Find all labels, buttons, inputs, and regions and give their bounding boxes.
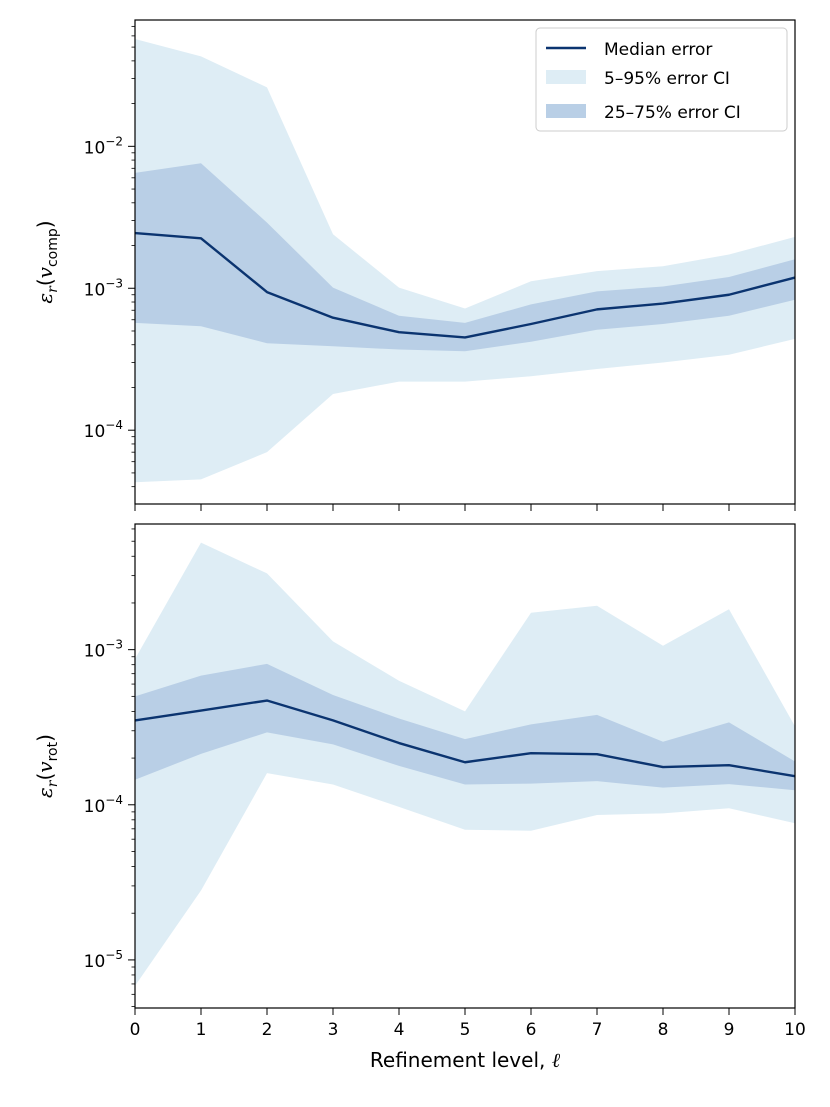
- bands: [134, 39, 796, 483]
- major-ticks: 10−2 10−3 10−4: [84, 134, 135, 442]
- x-tick-label: 7: [592, 1020, 603, 1040]
- y-label-sub1: r: [45, 779, 61, 787]
- y-tick-label: 10−4: [84, 418, 123, 442]
- x-tick-label: 0: [130, 1020, 141, 1040]
- y-label-close: ): [33, 220, 57, 228]
- y-tick-label: 10−5: [84, 948, 123, 972]
- median-line: [134, 699, 796, 778]
- x-ticks: [134, 504, 796, 511]
- y-label-prefix: ε: [33, 293, 57, 304]
- legend-outer-swatch: [546, 70, 586, 84]
- x-ticks: 0 1 2 3 4 5 6 7 8 9 10: [130, 1008, 806, 1040]
- y-label-var: v: [33, 266, 57, 278]
- legend-inner-swatch: [546, 104, 586, 118]
- y-tick-label: 10−4: [84, 793, 123, 817]
- y-label-close: ): [33, 734, 57, 742]
- legend-outer-label: 5–95% error CI: [604, 69, 730, 89]
- x-axis-label: Refinement level, ℓ: [370, 1048, 561, 1072]
- legend-median-label: Median error: [604, 40, 712, 60]
- x-tick-label: 8: [658, 1020, 669, 1040]
- x-tick-label: 6: [526, 1020, 537, 1040]
- y-tick-label: 10−2: [84, 134, 123, 158]
- panel-compressible: 10−2 10−3 10−4 Median error 5–95% error CI…: [33, 19, 796, 511]
- major-ticks: 10−3 10−4 10−5: [84, 638, 135, 972]
- panel-rotational: 10−3 10−4 10−5 0 1 2 3 4 5 6 7 8 9 10 εr(vrot) Refin…: [33, 523, 806, 1072]
- y-axis-label: εr(vcomp): [33, 220, 61, 303]
- y-label-var: v: [33, 761, 57, 773]
- y-axis-label: εr(vrot): [33, 734, 61, 798]
- x-label-symbol: ℓ: [552, 1048, 561, 1072]
- band-5-95: [135, 39, 795, 483]
- x-tick-label: 9: [724, 1020, 735, 1040]
- band-25-75: [135, 663, 795, 791]
- legend-inner-label: 25–75% error CI: [604, 103, 741, 123]
- x-tick-label: 10: [784, 1020, 806, 1040]
- legend: Median error 5–95% error CI 25–75% error…: [535, 27, 788, 132]
- x-tick-label: 2: [262, 1020, 273, 1040]
- y-label-sub2: comp: [45, 228, 61, 267]
- bands: [134, 542, 796, 986]
- legend-box: [535, 27, 788, 132]
- y-label-open: (: [33, 278, 57, 286]
- x-tick-label: 5: [460, 1020, 471, 1040]
- y-tick-label: 10−3: [84, 638, 123, 662]
- median-line: [134, 231, 796, 339]
- y-tick-label: 10−3: [84, 276, 123, 300]
- x-tick-label: 3: [328, 1020, 339, 1040]
- y-label-open: (: [33, 773, 57, 781]
- plot-frame: [134, 523, 796, 1009]
- x-tick-label: 4: [394, 1020, 405, 1040]
- x-label-text: Refinement level,: [370, 1048, 552, 1072]
- x-tick-label: 1: [196, 1020, 207, 1040]
- y-label-sub1: r: [45, 285, 61, 293]
- plot-frame: [134, 19, 796, 505]
- y-label-prefix: ε: [33, 787, 57, 798]
- y-label-sub2: rot: [45, 741, 61, 761]
